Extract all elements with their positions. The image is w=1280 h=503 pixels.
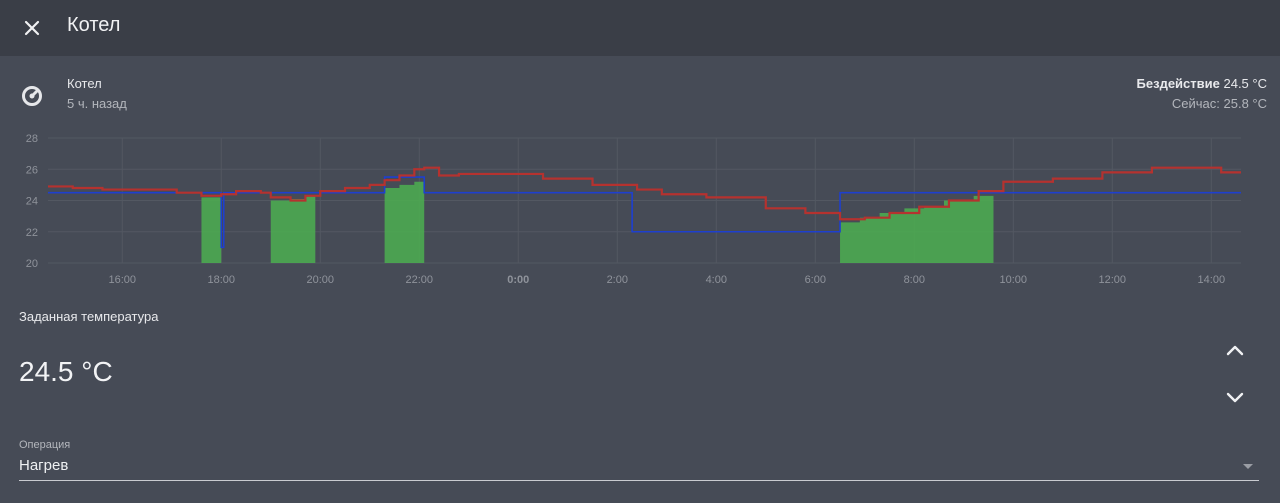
chevron-up-icon xyxy=(1226,345,1244,356)
thermostat-dial-icon xyxy=(22,86,42,106)
x-tick-label: 6:00 xyxy=(805,274,826,286)
target-temperature-line xyxy=(48,176,1241,249)
y-tick-label: 20 xyxy=(26,258,38,270)
last-changed: 5 ч. назад xyxy=(67,96,127,111)
increase-temperature-button[interactable] xyxy=(1219,334,1251,366)
x-tick-label: 14:00 xyxy=(1198,274,1226,286)
operation-label: Операция xyxy=(19,439,71,451)
top-app-bar: Котел xyxy=(0,0,1280,56)
y-tick-label: 28 xyxy=(26,133,38,145)
close-icon xyxy=(24,20,40,36)
heating-area xyxy=(201,194,222,263)
x-tick-label: 0:00 xyxy=(507,274,529,286)
chevron-down-icon xyxy=(1226,392,1244,403)
heating-area xyxy=(270,192,316,263)
entity-name: Котел xyxy=(67,76,102,91)
close-button[interactable] xyxy=(14,10,50,46)
x-tick-label: 22:00 xyxy=(405,274,433,286)
state-label: Бездействие xyxy=(1136,76,1220,91)
dropdown-arrow-icon[interactable] xyxy=(1243,464,1253,469)
heating-area xyxy=(840,192,994,263)
history-chart[interactable]: 20 22 24 26 28 16:00 18:00 20:00 22:00 0:00 2:00 4:… xyxy=(0,128,1280,290)
current-temperature-line xyxy=(48,166,1241,221)
x-tick-label: 10:00 xyxy=(1000,274,1028,286)
y-tick-label: 24 xyxy=(26,196,38,208)
x-tick-label: 16:00 xyxy=(108,274,136,286)
entity-state: Бездействие 24.5 °C xyxy=(1137,76,1267,91)
y-tick-label: 22 xyxy=(26,227,38,239)
y-tick-label: 26 xyxy=(26,164,38,176)
x-tick-label: 4:00 xyxy=(706,274,727,286)
current-temperature: Сейчас: 25.8 °C xyxy=(1171,96,1267,111)
target-temperature-label: Заданная температура xyxy=(19,309,159,324)
operation-select[interactable]: Нагрев xyxy=(19,452,1259,481)
x-tick-label: 2:00 xyxy=(607,274,628,286)
decrease-temperature-button[interactable] xyxy=(1219,382,1251,414)
x-tick-label: 8:00 xyxy=(904,274,925,286)
dialog-title: Котел xyxy=(67,14,121,36)
x-tick-label: 20:00 xyxy=(306,274,334,286)
heating-area xyxy=(384,178,425,263)
operation-value: Нагрев xyxy=(19,457,69,474)
x-tick-label: 12:00 xyxy=(1099,274,1127,286)
x-tick-label: 18:00 xyxy=(207,274,235,286)
state-value: 24.5 °C xyxy=(1223,76,1267,91)
target-temperature-value: 24.5 °C xyxy=(19,356,113,387)
